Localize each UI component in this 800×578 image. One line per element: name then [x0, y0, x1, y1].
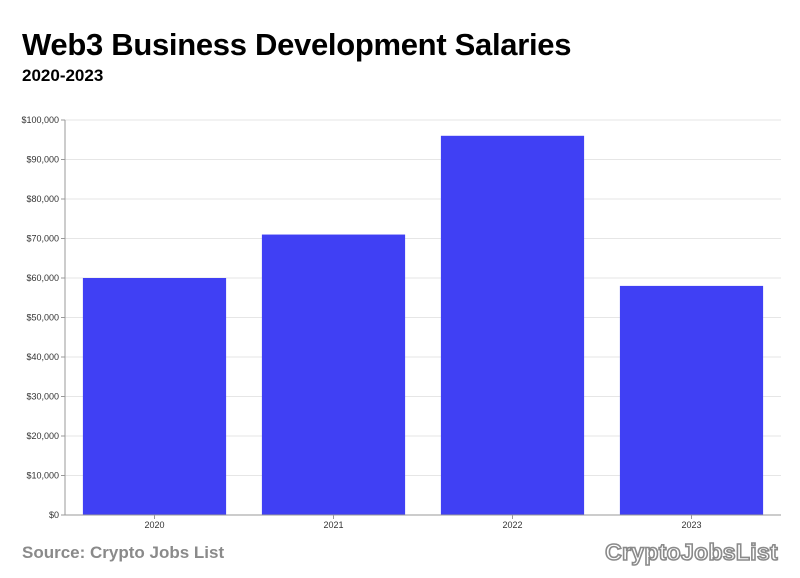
y-tick-label: $70,000	[26, 234, 59, 244]
axis-layer: $0 $10,000 $20,000 $30,000 $40,000 $50,000 $60…	[21, 115, 781, 530]
chart-title: Web3 Business Development Salaries	[22, 27, 572, 62]
bar-2023	[619, 285, 764, 515]
x-tick-label: 2023	[681, 520, 701, 530]
y-tick-label: $30,000	[26, 392, 59, 402]
y-tick-label: $40,000	[26, 352, 59, 362]
x-tick-label: 2020	[144, 520, 164, 530]
x-tick-label: 2022	[502, 520, 522, 530]
bar-2021	[261, 234, 406, 516]
y-tick-label: $50,000	[26, 313, 59, 323]
y-tick-label: $80,000	[26, 194, 59, 204]
source-note: Source: Crypto Jobs List	[22, 543, 225, 562]
y-tick-label: $60,000	[26, 273, 59, 283]
y-tick-label: $10,000	[26, 471, 59, 481]
x-tick-label: 2021	[323, 520, 343, 530]
y-tick-label: $90,000	[26, 155, 59, 165]
bar-2020	[82, 278, 227, 515]
bar-layer	[82, 135, 764, 516]
y-tick-label: $100,000	[21, 115, 59, 125]
y-tick-label: $20,000	[26, 431, 59, 441]
y-tick-label: $0	[49, 510, 59, 520]
bar-2022	[440, 135, 585, 516]
chart-subtitle: 2020-2023	[22, 66, 104, 85]
brand-logo: CryptoJobsList	[604, 538, 778, 566]
